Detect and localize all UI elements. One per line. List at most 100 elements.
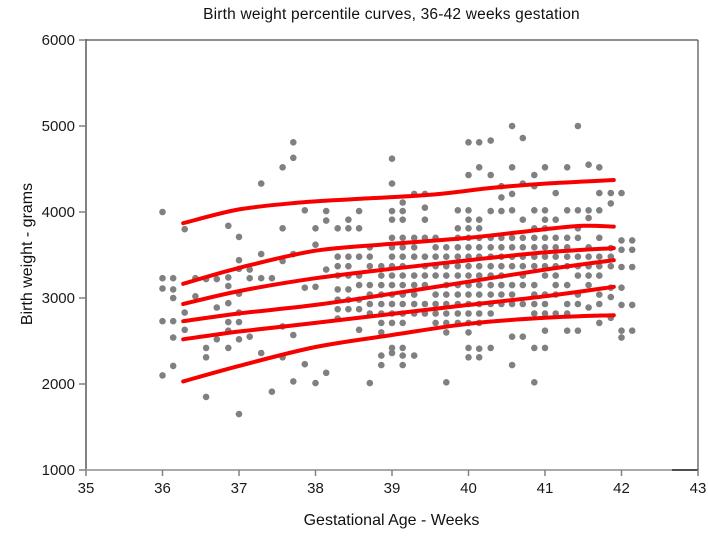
y-tick-label: 2000 [42, 376, 75, 393]
scatter-point [410, 291, 418, 298]
scatter-point [202, 393, 210, 401]
scatter-point [552, 216, 559, 223]
scatter-point [235, 410, 243, 418]
scatter-point [399, 361, 407, 369]
percentile-curve-1 [181, 178, 616, 226]
scatter-point [574, 253, 582, 260]
scatter-point [475, 262, 483, 270]
x-tick-label: 35 [78, 480, 95, 497]
scatter-point [334, 253, 342, 260]
scatter-point [475, 139, 483, 146]
scatter-point [432, 300, 439, 308]
scatter-point [454, 310, 462, 317]
scatter-point [531, 207, 538, 214]
scatter-point [519, 216, 527, 223]
scatter-point [432, 291, 439, 298]
scatter-point [531, 234, 538, 242]
scatter-point [169, 286, 177, 293]
scatter-point [607, 200, 615, 207]
scatter-point [596, 234, 603, 242]
scatter-point [322, 266, 330, 273]
scatter-point [322, 369, 330, 377]
scatter-point [410, 300, 418, 308]
scatter-point [345, 216, 352, 223]
scatter-point [366, 379, 374, 387]
scatter-point [388, 344, 396, 352]
scatter-point [410, 272, 418, 279]
scatter-point [454, 207, 462, 214]
y-tick-label: 4000 [42, 204, 75, 221]
scatter-point [531, 300, 538, 308]
scatter-point [498, 262, 505, 270]
scatter-point [388, 234, 396, 242]
scatter-point [607, 293, 615, 301]
scatter-point [552, 244, 559, 251]
scatter-point [334, 225, 342, 232]
scatter-point [345, 253, 352, 260]
scatter-point [334, 262, 342, 270]
scatter-point [378, 329, 385, 336]
scatter-point [366, 262, 374, 270]
scatter-point [508, 262, 516, 270]
scatter-point [388, 253, 396, 260]
scatter-point [508, 234, 516, 242]
scatter-point [399, 272, 407, 279]
scatter-point [378, 272, 385, 279]
chart-title: Birth weight percentile curves, 36-42 we… [203, 6, 580, 23]
scatter-point [202, 354, 210, 361]
scatter-point [432, 253, 439, 260]
scatter-point [312, 283, 319, 291]
scatter-point [508, 122, 516, 130]
scatter-point [487, 171, 495, 179]
scatter-point [432, 244, 439, 251]
scatter-point [487, 310, 495, 317]
scatter-point [432, 310, 439, 317]
scatter-point [475, 310, 483, 317]
scatter-point [596, 272, 603, 279]
scatter-point [345, 305, 352, 313]
scatter-point [181, 326, 188, 334]
scatter-point [388, 207, 396, 215]
scatter-point [421, 204, 429, 211]
scatter-point [257, 250, 265, 258]
scatter-point [290, 378, 297, 385]
scatter-point [618, 189, 625, 197]
scatter-point [465, 310, 472, 317]
x-tick-label: 39 [384, 480, 401, 497]
scatter-point [596, 319, 603, 327]
scatter-point [345, 225, 352, 232]
x-tick-label: 43 [690, 480, 707, 497]
scatter-point [268, 274, 276, 282]
scatter-point [181, 309, 188, 316]
scatter-point [508, 164, 516, 171]
scatter-point [454, 291, 462, 298]
scatter-point [334, 305, 342, 313]
scatter-point [531, 262, 538, 270]
scatter-point [246, 274, 253, 282]
scatter-point [169, 294, 177, 302]
scatter-point [519, 300, 527, 308]
scatter-point [585, 272, 592, 279]
scatter-point [443, 244, 450, 251]
scatter-point [388, 180, 396, 187]
scatter-point [454, 225, 462, 232]
scatter-point [508, 291, 516, 298]
scatter-point [465, 207, 472, 214]
scatter-point [552, 189, 559, 197]
scatter-point [388, 281, 396, 289]
scatter-point [519, 244, 527, 251]
scatter-point [487, 207, 495, 215]
scatter-point [454, 262, 462, 270]
scatter-point [410, 234, 418, 242]
scatter-point [159, 274, 166, 282]
scatter-point [508, 361, 516, 369]
scatter-point [531, 244, 538, 251]
scatter-point [574, 327, 582, 335]
scatter-point [443, 253, 450, 260]
scatter-point [421, 216, 429, 223]
scatter-point [378, 352, 385, 359]
scatter-point [169, 317, 177, 325]
scatter-point [475, 225, 483, 232]
scatter-point [596, 207, 603, 214]
